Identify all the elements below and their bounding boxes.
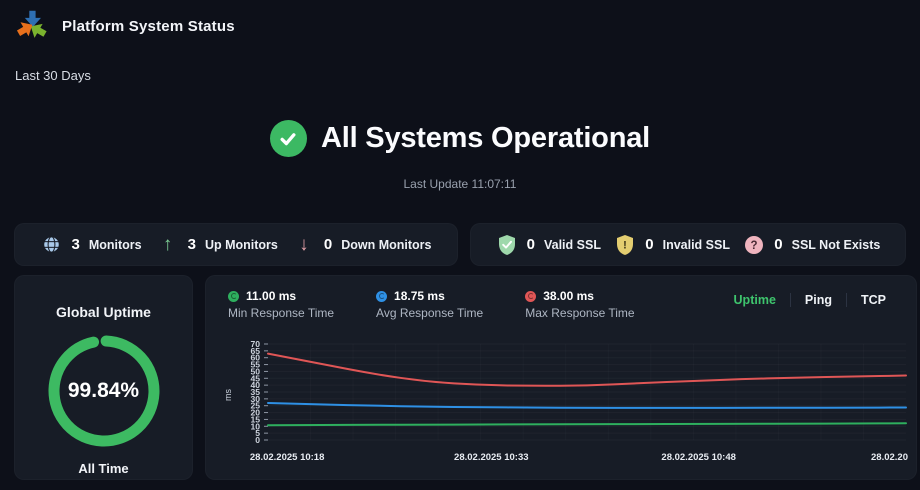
svg-text:70: 70 xyxy=(250,339,260,349)
chart-legend: 11.00 ms Min Response Time 18.75 ms Avg Res… xyxy=(222,289,635,320)
legend-item-0: 11.00 ms Min Response Time xyxy=(228,289,334,320)
stat-item-valid-ssl: 0 Valid SSL xyxy=(496,234,601,256)
page-title: Platform System Status xyxy=(62,17,235,35)
svg-text:25: 25 xyxy=(250,401,260,411)
shield-check-icon xyxy=(496,234,518,256)
svg-text:0: 0 xyxy=(255,435,260,445)
app-header: Platform System Status xyxy=(14,8,235,44)
stat-label: Invalid SSL xyxy=(662,237,730,252)
svg-text:40: 40 xyxy=(250,380,260,390)
gauge-dot-icon xyxy=(376,290,388,302)
svg-text:35: 35 xyxy=(250,387,260,397)
uptime-caption: All Time xyxy=(78,461,129,476)
svg-text:28.02.2025 10:18: 28.02.2025 10:18 xyxy=(250,452,324,463)
gauge-dot-icon xyxy=(525,290,537,302)
svg-text:28.02.2025 10:48: 28.02.2025 10:48 xyxy=(661,452,735,463)
svg-text:20: 20 xyxy=(250,408,260,418)
stat-label: Down Monitors xyxy=(341,237,432,252)
stat-item-monitors: 3 Monitors xyxy=(41,235,142,254)
tab-ping[interactable]: Ping xyxy=(804,293,832,307)
system-status-hero: All Systems Operational xyxy=(0,120,920,157)
monitors-summary-card: 3 Monitors ↑ 3 Up Monitors ↓ 0 Down Monitors xyxy=(14,223,458,266)
response-time-card: 11.00 ms Min Response Time 18.75 ms Avg Res… xyxy=(205,275,917,480)
svg-text:?: ? xyxy=(751,240,758,252)
legend-value: 18.75 ms xyxy=(394,289,445,303)
svg-text:10: 10 xyxy=(250,421,260,431)
app-logo-icon xyxy=(16,10,47,38)
stat-item-up-monitors: ↑ 3 Up Monitors xyxy=(157,235,278,254)
stat-value: 0 xyxy=(323,236,333,253)
stat-label: SSL Not Exists xyxy=(791,237,881,252)
legend-item-1: 18.75 ms Avg Response Time xyxy=(376,289,483,320)
stat-item-ssl-not-exists: ? 0 SSL Not Exists xyxy=(743,235,880,255)
uptime-card-title: Global Uptime xyxy=(56,304,151,320)
status-check-icon xyxy=(269,120,307,157)
stat-label: Monitors xyxy=(88,237,142,252)
svg-text:50: 50 xyxy=(250,366,260,376)
tab-divider xyxy=(789,293,791,307)
svg-text:!: ! xyxy=(623,239,627,251)
global-uptime-card: Global Uptime 99.84% All Time xyxy=(14,275,193,480)
legend-value: 38.00 ms xyxy=(543,289,594,303)
legend-label: Avg Response Time xyxy=(376,306,484,320)
arrow-up-icon: ↑ xyxy=(162,234,173,255)
svg-text:45: 45 xyxy=(250,373,260,383)
legend-label: Max Response Time xyxy=(525,306,635,320)
svg-text:ms: ms xyxy=(223,389,233,401)
svg-text:60: 60 xyxy=(250,353,260,363)
legend-item-2: 38.00 ms Max Response Time xyxy=(525,289,635,320)
svg-text:65: 65 xyxy=(250,346,260,356)
svg-text:28.02.2025 10:33: 28.02.2025 10:33 xyxy=(454,452,528,463)
stat-item-invalid-ssl: ! 0 Invalid SSL xyxy=(614,234,730,256)
stat-value: 0 xyxy=(774,236,783,253)
shield-warning-icon: ! xyxy=(614,234,636,256)
uptime-donut: 99.84% xyxy=(43,330,165,452)
svg-text:5: 5 xyxy=(255,428,260,438)
stat-label: Up Monitors xyxy=(204,237,278,252)
last-update-text: Last Update 11:07:11 xyxy=(403,177,517,191)
legend-value: 11.00 ms xyxy=(246,289,297,303)
stat-label: Valid SSL xyxy=(543,237,601,252)
tab-uptime[interactable]: Uptime xyxy=(733,293,776,307)
legend-label: Min Response Time xyxy=(228,306,335,320)
chart-header: 11.00 ms Min Response Time 18.75 ms Avg Res… xyxy=(222,289,906,320)
stat-value: 3 xyxy=(71,236,80,253)
globe-icon xyxy=(41,235,63,254)
ssl-summary-card: 0 Valid SSL! 0 Invalid SSL? 0 SSL Not Exists xyxy=(470,223,906,266)
status-headline: All Systems Operational xyxy=(320,122,650,154)
arrow-down-icon: ↓ xyxy=(299,234,309,255)
stat-value: 0 xyxy=(645,236,654,253)
tab-divider xyxy=(846,293,847,307)
tab-tcp[interactable]: TCP xyxy=(861,293,886,307)
gauge-dot-icon xyxy=(228,290,239,302)
uptime-ring-icon xyxy=(47,335,159,447)
uptime-percent: 99.84% xyxy=(67,379,140,402)
svg-text:15: 15 xyxy=(250,414,260,424)
stat-item-down-monitors: ↓ 0 Down Monitors xyxy=(293,234,432,255)
period-label: Last 30 Days xyxy=(15,68,91,83)
svg-text:28.02.20: 28.02.20 xyxy=(871,452,908,463)
stat-value: 0 xyxy=(526,236,535,253)
svg-text:30: 30 xyxy=(250,394,260,404)
chart-tabs: Uptime Ping TCP xyxy=(720,293,900,307)
stat-value: 3 xyxy=(187,236,196,253)
question-circle-icon: ? xyxy=(743,235,765,255)
svg-text:55: 55 xyxy=(250,360,260,370)
